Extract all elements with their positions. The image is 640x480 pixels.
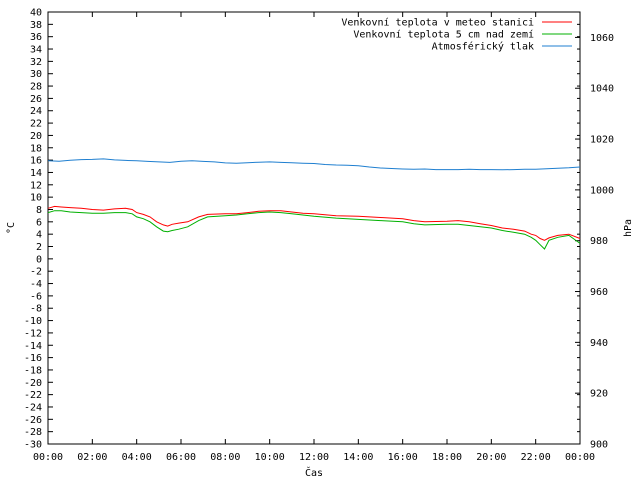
y-tick-label: -12	[24, 328, 42, 339]
y2-tick-label: 1040	[590, 84, 614, 95]
y2-tick-label: 920	[590, 389, 608, 400]
y-tick-label: -2	[30, 267, 42, 278]
y-tick-label: 32	[30, 57, 42, 68]
y-tick-label: 24	[30, 106, 42, 117]
y-tick-label: 16	[30, 156, 42, 167]
x-tick-label: 00:00	[33, 452, 63, 463]
x-tick-label: 12:00	[299, 452, 329, 463]
x-tick-label: 04:00	[122, 452, 152, 463]
y-tick-label: 8	[36, 205, 42, 216]
y-tick-label: 38	[30, 20, 42, 31]
y-tick-label: 14	[30, 168, 42, 179]
x-axis: 00:00 02:00 04:00 06:00 08:00 10:00 12:00 14:00…	[33, 12, 595, 463]
y-tick-label: -24	[24, 402, 42, 413]
y-tick-label: 2	[36, 242, 42, 253]
series-line-1	[47, 205, 581, 241]
x-tick-label: 06:00	[166, 452, 196, 463]
y-tick-label: 40	[30, 8, 42, 19]
y-tick-label: 30	[30, 69, 42, 80]
y-tick-label: 4	[36, 230, 42, 241]
y-tick-label: -10	[24, 316, 42, 327]
y-tick-label: -8	[30, 304, 42, 315]
y2-tick-label: 1000	[590, 185, 614, 196]
y-tick-label: 28	[30, 82, 42, 93]
y-tick-label: -22	[24, 390, 42, 401]
y2-tick-label: 1020	[590, 135, 614, 146]
legend-label-3: Atmosférický tlak	[432, 41, 534, 53]
x-tick-label: 00:00	[565, 452, 595, 463]
x-tick-label: 16:00	[388, 452, 418, 463]
x-tick-label: 18:00	[432, 452, 462, 463]
legend-label-1: Venkovní teplota v meteo stanici	[341, 17, 534, 29]
y2-tick-label: 960	[590, 287, 608, 298]
series-layer	[47, 158, 581, 250]
y-tick-label: -30	[24, 440, 42, 451]
x-tick-label: 22:00	[521, 452, 551, 463]
x-tick-label: 10:00	[255, 452, 285, 463]
y-tick-label: 36	[30, 32, 42, 43]
y-tick-label: 10	[30, 193, 42, 204]
y-tick-label: -26	[24, 415, 42, 426]
y-tick-label: 26	[30, 94, 42, 105]
y-axis-label: °C	[6, 222, 17, 234]
y-tick-label: -20	[24, 378, 42, 389]
x-tick-label: 20:00	[476, 452, 506, 463]
y-tick-label: -28	[24, 427, 42, 438]
y2-tick-label: 980	[590, 236, 608, 247]
y-tick-label: 0	[36, 254, 42, 265]
y2-tick-label: 940	[590, 338, 608, 349]
y2-tick-label: 900	[590, 440, 608, 451]
left-axis: 4038363432302826242220181614121086420-2-…	[24, 8, 580, 451]
y2-axis-label: hPa	[623, 219, 634, 237]
y-tick-label: 6	[36, 217, 42, 228]
y-tick-label: 22	[30, 119, 42, 130]
y2-tick-label: 1060	[590, 33, 614, 44]
x-tick-label: 02:00	[77, 452, 107, 463]
x-tick-label: 08:00	[210, 452, 240, 463]
y-tick-label: -14	[24, 341, 42, 352]
y-tick-label: 34	[30, 45, 42, 56]
y-tick-label: 18	[30, 143, 42, 154]
x-tick-label: 14:00	[343, 452, 373, 463]
series-line-2	[47, 210, 581, 250]
y-tick-label: 12	[30, 180, 42, 191]
y-tick-label: -18	[24, 365, 42, 376]
series-line-3	[47, 158, 581, 171]
y-tick-label: -6	[30, 291, 42, 302]
legend-label-2: Venkovní teplota 5 cm nad zemí	[353, 29, 534, 41]
y-tick-label: 20	[30, 131, 42, 142]
y-tick-label: -16	[24, 353, 42, 364]
x-axis-label: Čas	[305, 466, 323, 479]
y-tick-label: -4	[30, 279, 42, 290]
right-axis: 1060 1040 1020 1000 980 960 940 920 900	[575, 33, 614, 451]
legend: Venkovní teplota v meteo staniciVenkovní…	[341, 17, 572, 53]
